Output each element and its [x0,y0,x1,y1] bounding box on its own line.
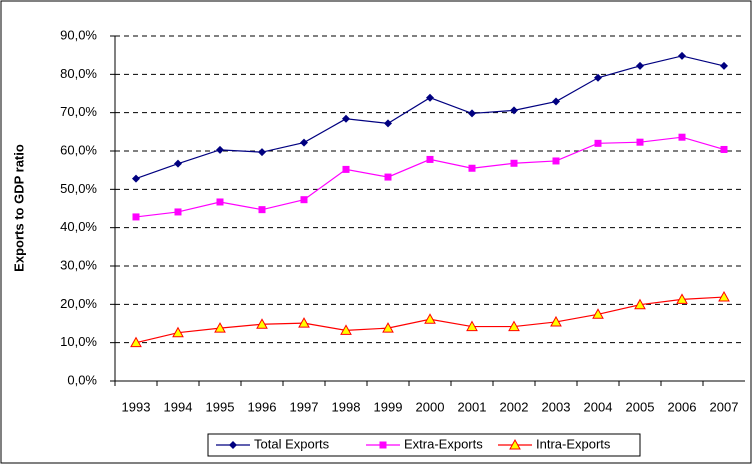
point [384,173,392,181]
point [594,73,602,82]
x-tick-label: 2007 [710,399,739,414]
point [426,155,434,163]
point [382,322,394,333]
point [720,145,728,153]
point [466,320,478,332]
point [508,320,520,332]
legend-label: Extra-Exports [404,436,483,451]
point [130,336,142,348]
x-tick-label: 1996 [248,399,277,414]
point [676,293,688,304]
legend-label: Intra-Exports [536,436,611,451]
x-tick-label: 2002 [500,399,529,414]
point [384,119,392,128]
point [172,326,184,338]
point [550,315,562,327]
x-tick-label: 2005 [626,399,655,414]
point [468,109,476,118]
point [258,148,266,157]
x-tick-label: 1998 [332,399,361,414]
point [552,97,560,106]
x-tick-label: 2001 [458,399,487,414]
y-tick-label: 0,0% [67,372,97,387]
y-tick-label: 90,0% [60,27,97,42]
point [510,159,518,167]
point [340,324,352,335]
x-tick-label: 2003 [542,399,571,414]
x-tick-label: 1995 [206,399,235,414]
legend-label: Total Exports [254,436,330,451]
point [678,51,686,60]
y-tick-label: 30,0% [60,257,97,272]
y-tick-label: 80,0% [60,66,97,81]
point [468,164,476,172]
y-tick-label: 50,0% [60,181,97,196]
point [256,318,268,329]
point [678,133,686,141]
x-tick-label: 1994 [164,399,193,414]
point [300,138,308,147]
point [216,198,224,206]
legend-marker [509,438,521,450]
x-tick-label: 2006 [668,399,697,414]
y-tick-label: 20,0% [60,296,97,311]
x-tick-label: 1999 [374,399,403,414]
point [594,139,602,147]
point [636,138,644,146]
y-tick-label: 70,0% [60,104,97,119]
legend-marker [379,441,387,449]
point [132,213,140,221]
point [634,298,646,310]
point [552,157,560,165]
point [510,106,518,115]
point [300,196,308,204]
point [214,322,226,333]
point [592,308,604,319]
legend-box [207,433,641,457]
point [298,317,310,328]
point [424,313,436,324]
y-tick-label: 60,0% [60,142,97,157]
point [342,114,350,123]
x-tick-label: 1997 [290,399,319,414]
point [216,145,224,154]
point [720,61,728,70]
x-tick-label: 1993 [122,399,151,414]
x-tick-label: 2004 [584,399,613,414]
legend-marker [229,441,237,449]
y-tick-label: 40,0% [60,219,97,234]
y-tick-label: 10,0% [60,334,97,349]
point [174,159,182,168]
point [718,291,730,302]
point [174,208,182,216]
point [132,174,140,183]
y-axis-label: Exports to GDP ratio [11,144,26,272]
point [426,93,434,102]
point [342,165,350,173]
point [636,61,644,70]
x-tick-label: 2000 [416,399,445,414]
point [258,206,266,214]
